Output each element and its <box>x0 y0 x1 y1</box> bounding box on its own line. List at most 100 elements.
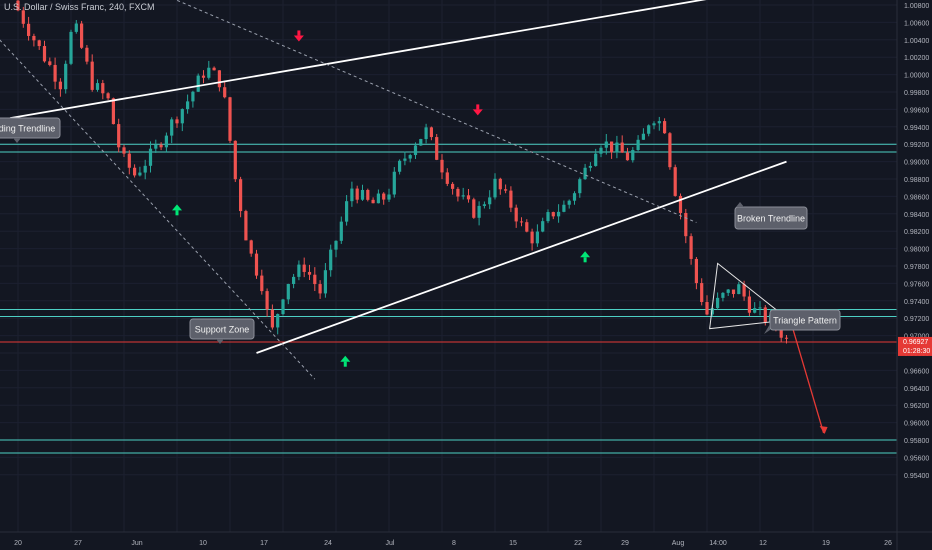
trendlines[interactable] <box>0 0 828 435</box>
trendline-rising_support[interactable] <box>256 160 787 354</box>
price-tick-label: 0.99600 <box>904 107 929 114</box>
arrow-head <box>172 204 182 211</box>
candle-down <box>254 253 259 276</box>
candle-down <box>21 10 25 24</box>
time-tick-label: 12 <box>759 540 767 547</box>
candle-up <box>286 283 290 300</box>
callout-triangle-pattern[interactable]: Triangle Pattern <box>764 309 841 334</box>
signal-arrows <box>172 30 591 367</box>
candle-up <box>461 195 465 197</box>
callout-box <box>734 206 808 230</box>
arrow-shaft <box>297 30 301 36</box>
candle-up <box>641 133 645 140</box>
candle-up <box>578 179 582 194</box>
candle-down <box>48 61 52 65</box>
candle-up <box>758 307 762 309</box>
price-tick-label: 0.97400 <box>904 299 929 306</box>
time-axis[interactable]: 20 27 Jun 10 17 24 Jul 8 15 22 29 Aug 14:00 12 19 26 <box>0 531 932 547</box>
buy-arrow-icon <box>340 355 351 367</box>
time-tick-label: 19 <box>822 540 830 547</box>
chart-grid <box>0 0 897 532</box>
arrow-head <box>340 355 351 362</box>
arrow-head <box>293 35 304 42</box>
candle-up <box>138 172 142 176</box>
candle-up <box>148 148 153 166</box>
candle-down <box>519 221 524 223</box>
callout-support-zone[interactable]: Support Zone <box>189 318 255 344</box>
candle-up <box>716 297 720 309</box>
candle-down <box>127 153 131 168</box>
candle-up <box>292 276 296 284</box>
time-tick-label: 15 <box>509 540 517 547</box>
candle-up <box>594 153 598 166</box>
candle-down <box>313 274 317 285</box>
callout-label: Triangle Pattern <box>773 316 837 326</box>
callout-tail <box>13 138 21 143</box>
callout-broken-trendline[interactable]: Broken Trendline <box>734 202 808 230</box>
candle-down <box>694 258 698 284</box>
chart-title: U.S. Dollar / Swiss Franc, 240, FXCM <box>4 2 155 12</box>
buy-arrow-icon <box>172 204 182 216</box>
callout-label: Support Zone <box>195 325 250 335</box>
candle-up <box>588 165 592 168</box>
price-tick-label: 0.96200 <box>904 403 929 410</box>
callout-box <box>0 117 61 139</box>
candle-up <box>721 292 725 298</box>
candle-up <box>69 31 73 64</box>
candle-down <box>366 189 370 200</box>
trendline-falling_dotted_1[interactable] <box>0 31 316 380</box>
candle-down <box>525 222 529 232</box>
annotation-callouts[interactable]: ding Trendline Support Zone Broken Trendli… <box>0 117 841 344</box>
candle-down <box>610 141 614 153</box>
candle-down <box>307 271 312 275</box>
candle-up <box>652 123 656 126</box>
candle-up <box>541 221 545 232</box>
candle-down <box>551 212 555 217</box>
projection-arrow-head <box>819 426 828 435</box>
candle-up <box>636 139 640 150</box>
candle-up <box>360 189 365 200</box>
candle-down <box>101 83 105 94</box>
price-tick-label: 1.00000 <box>904 73 929 80</box>
candle-up <box>170 119 174 136</box>
callout-rising-trendline[interactable]: ding Trendline <box>0 117 61 143</box>
candle-down <box>451 183 455 189</box>
candle-down <box>509 190 513 208</box>
time-tick-label: 26 <box>884 540 892 547</box>
candle-up <box>376 193 380 204</box>
candle-up <box>557 211 561 217</box>
candle-down <box>456 188 460 197</box>
candle-down <box>514 207 518 222</box>
candle-down <box>435 137 439 160</box>
projection-arrow-line[interactable] <box>791 324 825 434</box>
candle-down <box>429 127 433 138</box>
candle-down <box>244 211 248 241</box>
trendline-falling_dotted_2[interactable] <box>172 0 697 223</box>
arrow-shaft <box>343 361 347 367</box>
candle-down <box>27 23 31 36</box>
price-tick-label: 0.99200 <box>904 142 929 149</box>
arrow-shaft <box>476 104 480 110</box>
candle-down <box>90 61 94 90</box>
callout-tail <box>764 324 770 334</box>
price-tick-label: 0.97600 <box>904 281 929 288</box>
sell-arrow-icon <box>472 104 483 116</box>
candle-up <box>207 67 211 78</box>
triangle-pattern[interactable] <box>709 262 791 330</box>
price-tick-label: 1.00400 <box>904 38 929 45</box>
candle-down <box>233 140 237 180</box>
candle-down <box>32 35 36 41</box>
price-tick-label: 0.99800 <box>904 90 929 97</box>
candle-down <box>318 284 322 294</box>
candle-down <box>684 212 688 237</box>
buy-arrow-icon <box>580 251 591 263</box>
candle-up <box>657 121 661 124</box>
trendline-upper_rising[interactable] <box>9 0 723 119</box>
candle-down <box>117 124 121 148</box>
candle-down <box>779 325 783 338</box>
candle-up <box>424 127 428 140</box>
time-tick-label: 10 <box>199 540 207 547</box>
price-axis[interactable]: 1.00800 1.00600 1.00400 1.00200 1.00000 0.998… <box>896 0 932 550</box>
sell-arrow-icon <box>293 30 304 42</box>
